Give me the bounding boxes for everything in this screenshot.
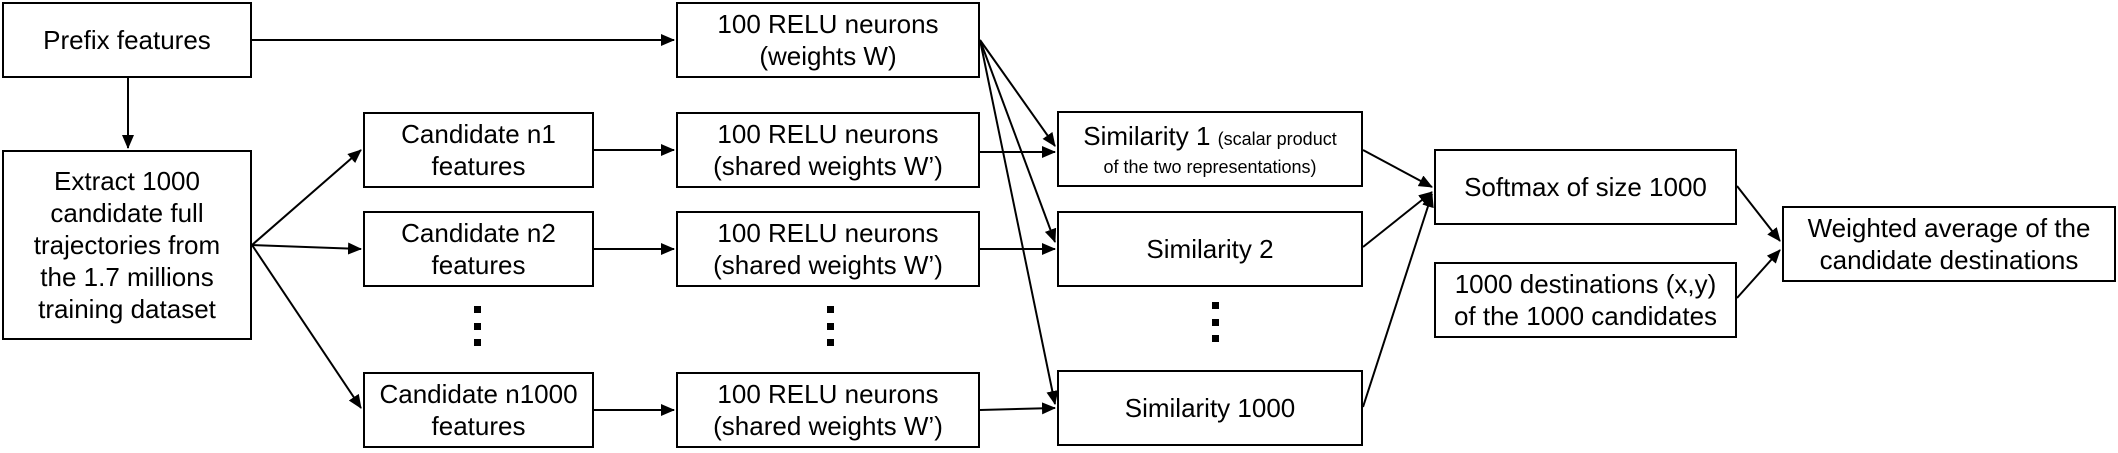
candidate-n1-line-2: features xyxy=(431,151,526,181)
relu-1-line-1: 100 RELU neurons xyxy=(717,119,939,149)
similarity-1-note-a: (scalar product xyxy=(1217,128,1337,149)
weighted-average-box: Weighted average of the candidate destin… xyxy=(1782,206,2116,282)
extract-line-4: the 1.7 millions xyxy=(40,262,214,292)
relu-1-line-2: (shared weights W’) xyxy=(713,151,943,181)
arrow-extract-to-cand1 xyxy=(251,149,362,246)
relu-ellipsis xyxy=(824,306,836,346)
arrow-sim1000-to-softmax xyxy=(1362,193,1434,408)
weighted-average-line-1: Weighted average of the xyxy=(1807,213,2091,243)
arrow-destinations-to-weighted xyxy=(1736,249,1781,299)
similarity-1-title: Similarity 1 xyxy=(1083,120,1211,151)
candidate-ellipsis xyxy=(471,306,483,346)
arrow-extract-to-cand1000 xyxy=(251,244,362,409)
destinations-line-1: 1000 destinations (x,y) xyxy=(1454,269,1717,299)
candidate-n1-line-1: Candidate n1 xyxy=(401,119,556,149)
relu-2-box: 100 RELU neurons (shared weights W’) xyxy=(676,211,980,287)
similarity-1-note-b: of the two representations) xyxy=(1103,156,1317,177)
candidate-n2-line-1: Candidate n2 xyxy=(401,218,556,248)
extract-line-3: trajectories from xyxy=(33,230,221,260)
ellipsis-dot xyxy=(473,306,481,313)
ellipsis-dot xyxy=(473,322,481,330)
candidate-n2-box: Candidate n2 features xyxy=(363,211,594,287)
relu-1000-box: 100 RELU neurons (shared weights W’) xyxy=(676,372,980,448)
arrow-softmax-to-weighted xyxy=(1736,185,1781,242)
candidate-n1000-box: Candidate n1000 features xyxy=(363,372,594,448)
prefix-features-label: Prefix features xyxy=(43,25,211,55)
ellipsis-dot xyxy=(1211,302,1219,309)
similarity-ellipsis xyxy=(1209,302,1221,342)
ellipsis-dot xyxy=(473,339,481,346)
relu-2-line-1: 100 RELU neurons xyxy=(717,218,939,248)
arrow-relu1000-to-sim1000 xyxy=(979,402,1056,415)
similarity-2-box: Similarity 2 xyxy=(1057,211,1363,287)
relu-main-box: 100 RELU neurons (weights W) xyxy=(676,2,980,78)
similarity-1-box: Similarity 1 (scalar product of the two … xyxy=(1057,111,1363,187)
relu-2-line-2: (shared weights W’) xyxy=(713,250,943,280)
candidate-n2-line-2: features xyxy=(431,250,526,280)
ellipsis-dot xyxy=(1211,335,1219,342)
candidate-n1000-line-2: features xyxy=(431,411,526,441)
softmax-label: Softmax of size 1000 xyxy=(1464,172,1707,202)
extract-line-1: Extract 1000 xyxy=(54,166,200,196)
extract-line-2: candidate full xyxy=(50,198,204,228)
similarity-1-line-1: Similarity 1 (scalar product xyxy=(1083,120,1336,155)
candidate-n1000-line-1: Candidate n1000 xyxy=(379,379,578,409)
ellipsis-dot xyxy=(826,322,834,330)
extract-line-5: training dataset xyxy=(38,294,216,324)
softmax-box: Softmax of size 1000 xyxy=(1434,149,1737,225)
arrow-extract-to-cand2 xyxy=(251,242,362,255)
relu-main-line-1: 100 RELU neurons xyxy=(717,9,939,39)
relu-1000-line-1: 100 RELU neurons xyxy=(717,379,939,409)
relu-1000-line-2: (shared weights W’) xyxy=(713,411,943,441)
arrow-sim2-to-softmax xyxy=(1362,191,1433,248)
relu-1-box: 100 RELU neurons (shared weights W’) xyxy=(676,112,980,188)
arrow-relu-main-to-sim1 xyxy=(979,39,1056,147)
ellipsis-dot xyxy=(826,306,834,313)
candidate-n1-box: Candidate n1 features xyxy=(363,112,594,188)
similarity-1000-label: Similarity 1000 xyxy=(1124,393,1296,423)
ellipsis-dot xyxy=(826,339,834,346)
similarity-1000-box: Similarity 1000 xyxy=(1057,370,1363,446)
arrow-relu-main-to-sim2 xyxy=(979,39,1057,243)
destinations-line-2: of the 1000 candidates xyxy=(1453,301,1718,331)
weighted-average-line-2: candidate destinations xyxy=(1819,245,2079,275)
arrow-sim1-to-softmax xyxy=(1362,149,1433,188)
ellipsis-dot xyxy=(1211,318,1219,326)
similarity-2-label: Similarity 2 xyxy=(1146,234,1274,264)
prefix-features-box: Prefix features xyxy=(2,2,252,78)
destinations-box: 1000 destinations (x,y) of the 1000 cand… xyxy=(1434,262,1737,338)
relu-main-line-2: (weights W) xyxy=(759,41,897,71)
extract-candidates-box: Extract 1000 candidate full trajectories… xyxy=(2,150,252,340)
arrow-relu-main-to-sim1000 xyxy=(979,39,1059,405)
